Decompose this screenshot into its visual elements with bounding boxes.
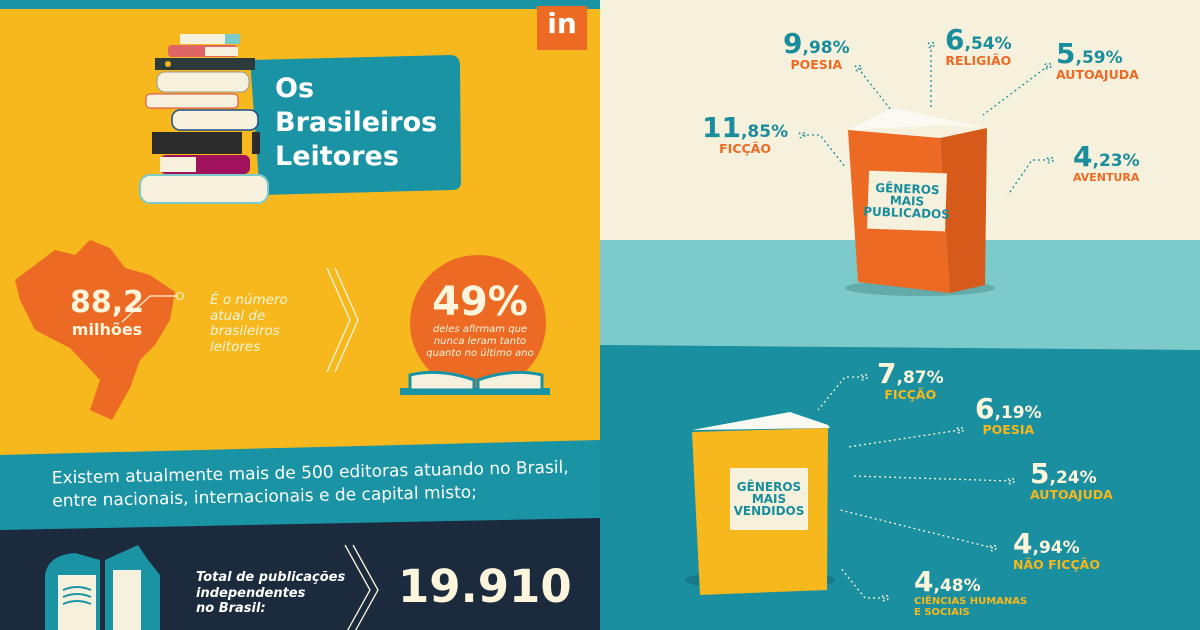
published-book-label: GÊNEROS MAIS PUBLICADOS	[863, 170, 950, 232]
not-read-value: 49%	[432, 279, 528, 325]
genre-value: 4,23%	[1073, 140, 1140, 173]
sold-genre: 5,24% AUTOAJUDA	[1030, 460, 1113, 502]
genre-value: 5,24%	[1030, 457, 1097, 490]
desc-line: É o número	[210, 292, 288, 308]
genre-label: CIÊNCIAS HUMANAS	[914, 596, 1028, 607]
book-stack-icon	[139, 34, 269, 204]
sold-genre: 7,87% FICÇÃO	[877, 360, 944, 402]
readers-unit: milhões	[71, 320, 143, 339]
desc-line: nunca leram tanto	[433, 336, 527, 347]
label-line: MAIS	[751, 492, 787, 506]
desc-line: atual de	[210, 307, 266, 324]
genre-label: AUTOAJUDA	[1056, 67, 1139, 82]
desc-line: quanto no último ano	[426, 348, 534, 359]
readers-description: É o número atual de brasileiros leitores	[210, 292, 288, 355]
desc-line: leitores	[210, 338, 261, 355]
genre-label: AUTOAJUDA	[1030, 487, 1113, 502]
published-genre: 9,98% POESIA	[783, 30, 850, 72]
genre-label: POESIA	[790, 57, 843, 72]
independent-value: 19.910	[398, 560, 572, 613]
logo[interactable]: in	[537, 6, 587, 50]
genre-label: AVENTURA	[1073, 171, 1140, 184]
text-line: independentes	[196, 585, 306, 601]
sold-genre: 4,94% NÃO FICÇÃO	[1013, 530, 1100, 572]
genre-value: 4,94%	[1013, 527, 1080, 560]
text-line: no Brasil:	[196, 601, 266, 616]
genre-label: FICÇÃO	[719, 141, 771, 156]
genre-label: FICÇÃO	[884, 387, 937, 402]
label-line: PUBLICADOS	[863, 204, 951, 222]
genre-label: RELIGIÃO	[945, 53, 1012, 68]
genre-value: 6,19%	[975, 392, 1042, 425]
genre-label: NÃO FICÇÃO	[1013, 557, 1100, 572]
sold-book-label: GÊNEROS MAIS VENDIDOS	[730, 468, 808, 530]
published-genre: 5,59% AUTOAJUDA	[1056, 40, 1139, 82]
desc-line: brasileiros	[210, 323, 280, 339]
genre-value: 9,98%	[783, 27, 850, 60]
published-genre: 4,23% AVENTURA	[1073, 140, 1140, 184]
readers-value: 88,2	[69, 285, 145, 320]
published-genre: 6,54% RELIGIÃO	[945, 26, 1012, 68]
open-book-icon	[400, 370, 550, 395]
title-line: Os	[275, 73, 315, 104]
book-icon	[45, 545, 160, 630]
genre-label: E SOCIAIS	[914, 607, 970, 618]
genre-value: 6,54%	[945, 23, 1012, 56]
genre-value: 11,85%	[702, 111, 789, 144]
page-title: Os Brasileiros Leitores	[275, 72, 437, 174]
genre-value: 7,87%	[877, 357, 944, 390]
sold-genre: 6,19% POESIA	[975, 395, 1042, 437]
genre-label: POESIA	[982, 422, 1035, 437]
title-line: Brasileiros	[275, 107, 438, 138]
chevron-icon	[326, 267, 379, 630]
published-genre: 11,85% FICÇÃO	[702, 114, 788, 156]
not-read-description: deles afirmam que nunca leram tanto quan…	[405, 324, 555, 360]
text-line: Total de publicações	[196, 570, 346, 585]
brazil-map-icon	[15, 240, 175, 420]
desc-line: deles afirmam que	[432, 324, 528, 335]
genre-value: 4,48%	[914, 565, 981, 598]
genre-value: 5,59%	[1056, 37, 1123, 70]
sold-genre: 4,48% CIÊNCIAS HUMANAS E SOCIAIS	[914, 568, 1027, 618]
independent-label: Total de publicações independentes no Br…	[196, 570, 345, 617]
label-line: VENDIDOS	[733, 504, 805, 518]
title-line: Leitores	[275, 141, 399, 172]
label-line: GÊNEROS	[736, 480, 802, 494]
title-banner	[250, 55, 461, 195]
